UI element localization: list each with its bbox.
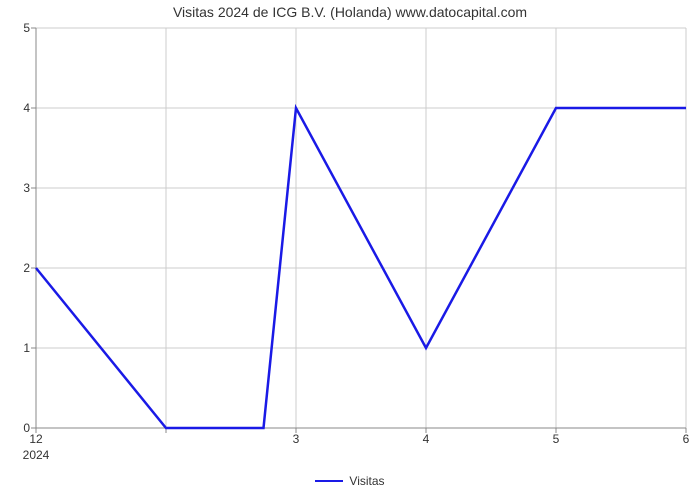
y-tick-label: 5 <box>23 21 36 35</box>
legend-label: Visitas <box>349 474 384 488</box>
x-tick-label: 5 <box>553 428 560 446</box>
x-tick-label: 6 <box>683 428 690 446</box>
y-tick-label: 4 <box>23 101 36 115</box>
x-tick-label: 3 <box>293 428 300 446</box>
y-tick-label: 2 <box>23 261 36 275</box>
y-tick-label: 3 <box>23 181 36 195</box>
chart-title: Visitas 2024 de ICG B.V. (Holanda) www.d… <box>0 4 700 20</box>
legend-swatch <box>315 480 343 482</box>
plot-area: 1234560123452024 <box>36 28 686 428</box>
x-tick-label: 4 <box>423 428 430 446</box>
legend: Visitas <box>0 474 700 488</box>
y-tick-label: 1 <box>23 341 36 355</box>
x-sub-label: 2024 <box>23 428 50 462</box>
chart-svg <box>36 28 686 428</box>
